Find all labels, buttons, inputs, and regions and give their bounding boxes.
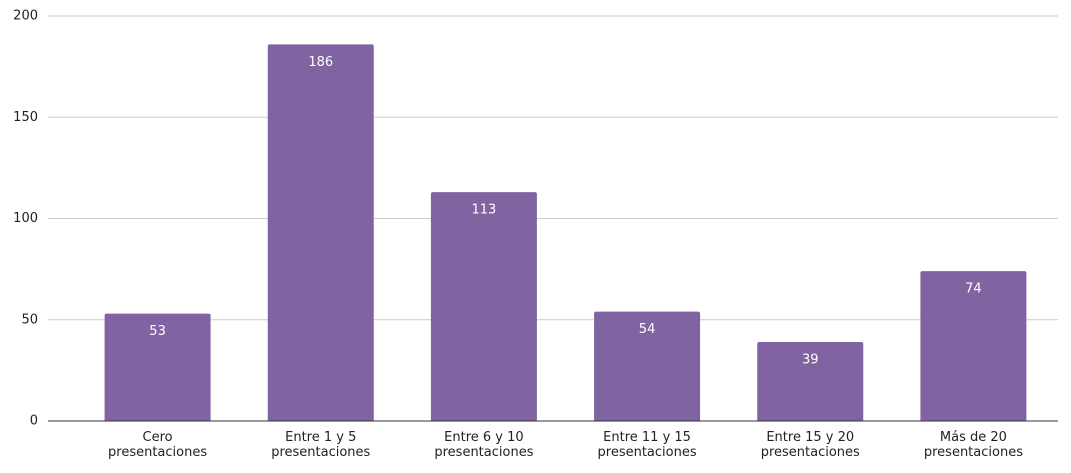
value-label: 74 bbox=[965, 282, 982, 297]
value-label: 53 bbox=[149, 324, 166, 339]
value-label: 39 bbox=[802, 353, 819, 368]
bar bbox=[757, 342, 864, 421]
y-tick-label: 50 bbox=[21, 312, 38, 327]
bar bbox=[267, 44, 374, 421]
x-tick-label: Entre 1 y 5 presentaciones bbox=[271, 430, 370, 460]
value-label: 186 bbox=[308, 55, 333, 70]
x-tick-label: Entre 6 y 10 presentaciones bbox=[434, 430, 533, 460]
value-label: 113 bbox=[472, 203, 497, 218]
x-tick-label: Entre 11 y 15 presentaciones bbox=[598, 430, 697, 460]
y-tick-label: 100 bbox=[13, 211, 38, 226]
y-tick-label: 150 bbox=[13, 110, 38, 125]
bar bbox=[594, 311, 701, 421]
bar bbox=[920, 271, 1027, 421]
value-label: 54 bbox=[639, 322, 656, 337]
y-tick-label: 200 bbox=[13, 9, 38, 24]
y-tick-label: 0 bbox=[30, 414, 38, 429]
bar bbox=[104, 313, 211, 421]
x-tick-label: Más de 20 presentaciones bbox=[924, 430, 1023, 460]
x-tick-label: Cero presentaciones bbox=[108, 430, 207, 460]
x-tick-label: Entre 15 y 20 presentaciones bbox=[761, 430, 860, 460]
bar bbox=[430, 192, 537, 421]
